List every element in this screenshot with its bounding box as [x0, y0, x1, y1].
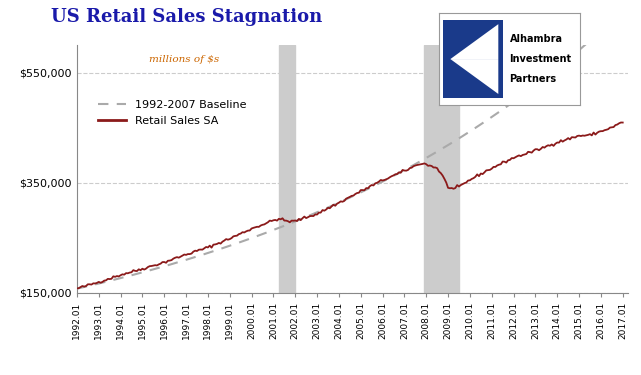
Bar [279, 45, 296, 292]
Bar [424, 45, 459, 292]
Legend: 1992-2007 Baseline, Retail Sales SA: 1992-2007 Baseline, Retail Sales SA [94, 95, 251, 130]
Text: US Retail Sales Stagnation: US Retail Sales Stagnation [51, 8, 322, 26]
Polygon shape [451, 24, 498, 59]
Bar [444, 21, 503, 98]
Text: Investment: Investment [510, 54, 572, 64]
Text: Partners: Partners [510, 74, 557, 84]
Text: millions of $s: millions of $s [149, 55, 219, 64]
Text: Alhambra: Alhambra [510, 34, 563, 44]
Polygon shape [451, 59, 498, 94]
